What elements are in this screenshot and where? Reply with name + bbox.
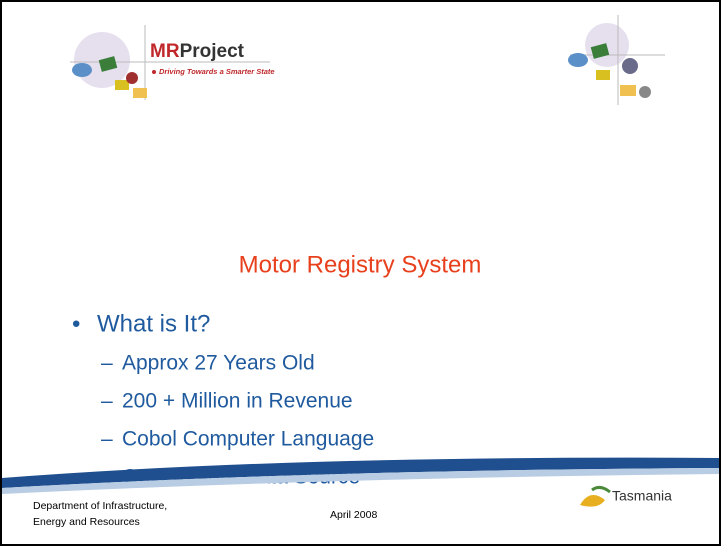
logo-graphic-right (568, 15, 665, 105)
sub-bullet: Approx 27 Years Old (122, 352, 315, 375)
logo-prefix: MR (150, 41, 180, 62)
slide-title: Motor Registry System (239, 251, 482, 278)
logo-dot (152, 70, 156, 74)
logo-suffix: Project (180, 41, 245, 62)
footer-department: Department of Infrastructure, (33, 500, 167, 512)
sub-bullet-marker: – (101, 352, 113, 375)
footer-wave (2, 457, 719, 488)
logo-title: MRProject (150, 41, 245, 62)
sub-bullet-marker: – (101, 428, 113, 451)
footer-date: April 2008 (330, 509, 377, 521)
bullet: What is It? (97, 310, 210, 337)
sub-bullet-marker: – (101, 390, 113, 413)
brand-icon (580, 485, 611, 507)
footer-wave-light (2, 468, 719, 494)
footer-brand: Tasmania (612, 488, 672, 504)
sub-bullet: Cobol Computer Language (122, 428, 374, 451)
logo-tagline: Driving Towards a Smarter State (159, 67, 275, 76)
footer-department: Energy and Resources (33, 516, 140, 528)
bullet-marker: • (72, 310, 80, 337)
sub-bullet: 200 + Million in Revenue (122, 390, 353, 413)
logo-graphic (70, 25, 270, 100)
